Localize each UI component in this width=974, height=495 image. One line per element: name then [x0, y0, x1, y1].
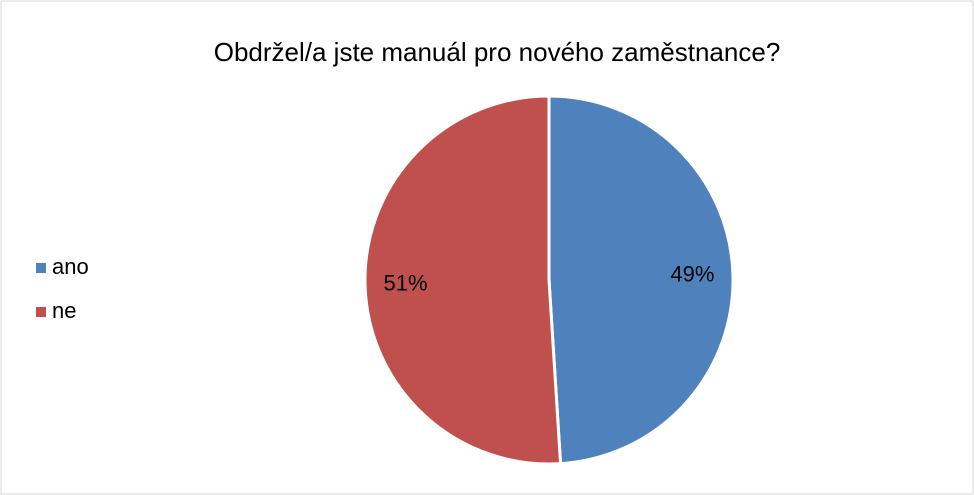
- legend-swatch: [36, 263, 46, 273]
- pie-slice: [547, 94, 735, 466]
- legend-swatch: [36, 307, 46, 317]
- chart-title: Obdržel/a jste manuál pro nového zaměstn…: [214, 37, 781, 67]
- legend-label: ne: [52, 298, 76, 323]
- data-label: 49%: [670, 261, 714, 286]
- pie-slice: [363, 94, 563, 466]
- legend-label: ano: [52, 254, 89, 279]
- data-label: 51%: [384, 270, 428, 295]
